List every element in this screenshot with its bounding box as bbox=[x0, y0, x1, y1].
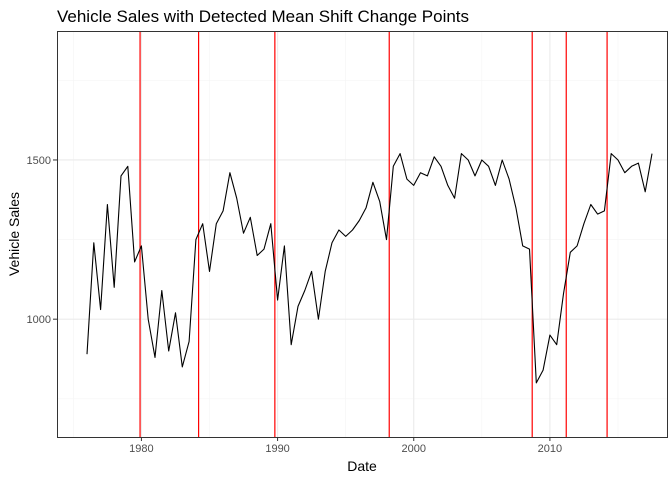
x-tick-label: 1980 bbox=[129, 443, 153, 455]
y-axis: 1000 1500 bbox=[27, 155, 57, 326]
grid bbox=[57, 31, 667, 437]
series-line bbox=[86, 153, 653, 384]
y-axis-label: Vehicle Sales bbox=[6, 192, 22, 276]
y-tick-label: 1500 bbox=[27, 155, 51, 167]
chart-title: Vehicle Sales with Detected Mean Shift C… bbox=[57, 7, 469, 26]
plot-border bbox=[57, 31, 668, 438]
x-tick-label: 1990 bbox=[265, 443, 289, 455]
y-tick-label: 1000 bbox=[27, 314, 51, 326]
change-points bbox=[139, 31, 608, 437]
x-axis-label: Date bbox=[347, 458, 377, 474]
x-axis: 1980 1990 2000 2010 bbox=[129, 437, 562, 455]
series-vehicle-sales bbox=[86, 153, 653, 384]
x-tick-label: 2000 bbox=[401, 443, 425, 455]
x-tick-label: 2010 bbox=[538, 443, 562, 455]
